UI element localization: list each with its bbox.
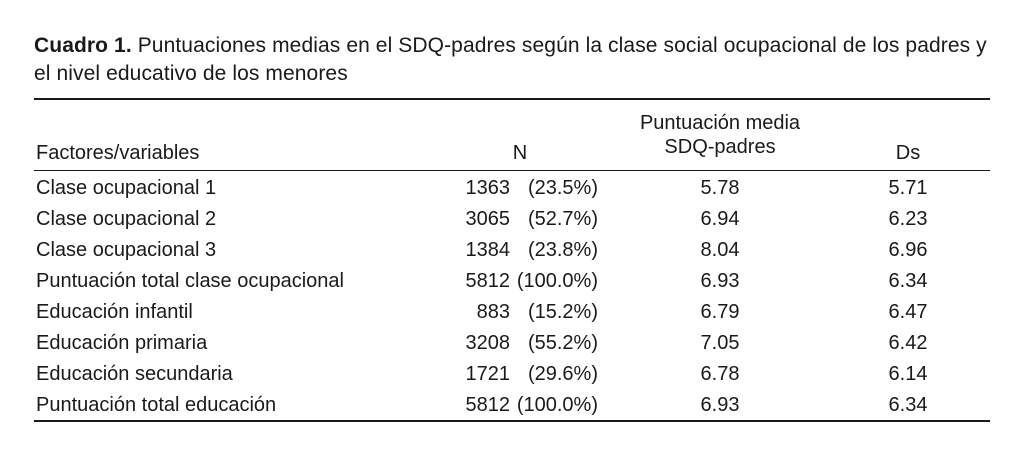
row-mean: 6.79 — [700, 301, 740, 323]
row-count: 5812 — [465, 270, 511, 292]
header-rule — [34, 170, 990, 171]
header-ds: Ds — [895, 142, 921, 164]
row-count: 1384 — [465, 239, 511, 261]
row-mean: 6.78 — [700, 363, 740, 385]
row-count: 1721 — [465, 363, 511, 385]
row-ds: 6.34 — [888, 394, 928, 416]
row-name: Clase ocupacional 3 — [36, 239, 217, 261]
row-mean: 8.04 — [700, 239, 740, 261]
caption-text: Puntuaciones medias en el SDQ-padres seg… — [34, 34, 987, 85]
row-percent: (100.0%) — [516, 270, 598, 292]
row-mean: 6.93 — [700, 394, 740, 416]
row-count: 883 — [476, 301, 510, 323]
row-name: Educación infantil — [36, 301, 193, 323]
row-name: Clase ocupacional 1 — [36, 177, 217, 199]
row-percent: (23.8%) — [527, 239, 598, 261]
row-name: Educación primaria — [36, 332, 208, 354]
top-rule — [34, 98, 990, 100]
row-mean: 6.94 — [700, 208, 740, 230]
table-row: Puntuación total clase ocupacional 5812 (1… — [0, 265, 1024, 296]
bottom-rule — [34, 420, 990, 422]
header-factor: Factores/variables — [36, 142, 200, 164]
row-mean: 6.93 — [700, 270, 740, 292]
row-ds: 6.14 — [888, 363, 928, 385]
table-row: Clase ocupacional 3 1384 (23.8%) 8.04 6.96 — [0, 234, 1024, 265]
table-row: Educación primaria 3208 (55.2%) 7.05 6.42 — [0, 327, 1024, 358]
row-count: 5812 — [465, 394, 511, 416]
row-count: 1363 — [465, 177, 511, 199]
table-row: Clase ocupacional 2 3065 (52.7%) 6.94 6.23 — [0, 203, 1024, 234]
table-row: Puntuación total educación 5812 (100.0%) 6.… — [0, 389, 1024, 420]
row-percent: (15.2%) — [527, 301, 598, 323]
row-name: Educación secundaria — [36, 363, 233, 385]
caption-label: Cuadro 1. — [34, 34, 132, 57]
table-row: Clase ocupacional 1 1363 (23.5%) 5.78 5.71 — [0, 172, 1024, 203]
row-ds: 5.71 — [888, 177, 928, 199]
header-mean: Puntuación media SDQ-padres — [600, 111, 840, 159]
row-mean: 5.78 — [700, 177, 740, 199]
row-percent: (100.0%) — [516, 394, 598, 416]
table-row: Educación secundaria 1721 (29.6%) 6.78 6.14 — [0, 358, 1024, 389]
row-name: Puntuación total clase ocupacional — [36, 270, 344, 292]
row-count: 3208 — [465, 332, 511, 354]
header-mean-line2: SDQ-padres — [664, 136, 776, 158]
header-mean-line1: Puntuación media — [639, 112, 801, 134]
row-percent: (55.2%) — [527, 332, 598, 354]
row-percent: (29.6%) — [527, 363, 598, 385]
row-percent: (23.5%) — [527, 177, 598, 199]
header-n: N — [512, 142, 528, 164]
row-mean: 7.05 — [700, 332, 740, 354]
row-percent: (52.7%) — [527, 208, 598, 230]
row-ds: 6.23 — [888, 208, 928, 230]
row-count: 3065 — [465, 208, 511, 230]
row-name: Clase ocupacional 2 — [36, 208, 217, 230]
row-ds: 6.96 — [888, 239, 928, 261]
row-ds: 6.34 — [888, 270, 928, 292]
row-ds: 6.42 — [888, 332, 928, 354]
table-row: Educación infantil 883 (15.2%) 6.79 6.47 — [0, 296, 1024, 327]
row-ds: 6.47 — [888, 301, 928, 323]
table-caption: Cuadro 1. Puntuaciones medias en el SDQ-… — [34, 32, 994, 88]
row-name: Puntuación total educación — [36, 394, 277, 416]
